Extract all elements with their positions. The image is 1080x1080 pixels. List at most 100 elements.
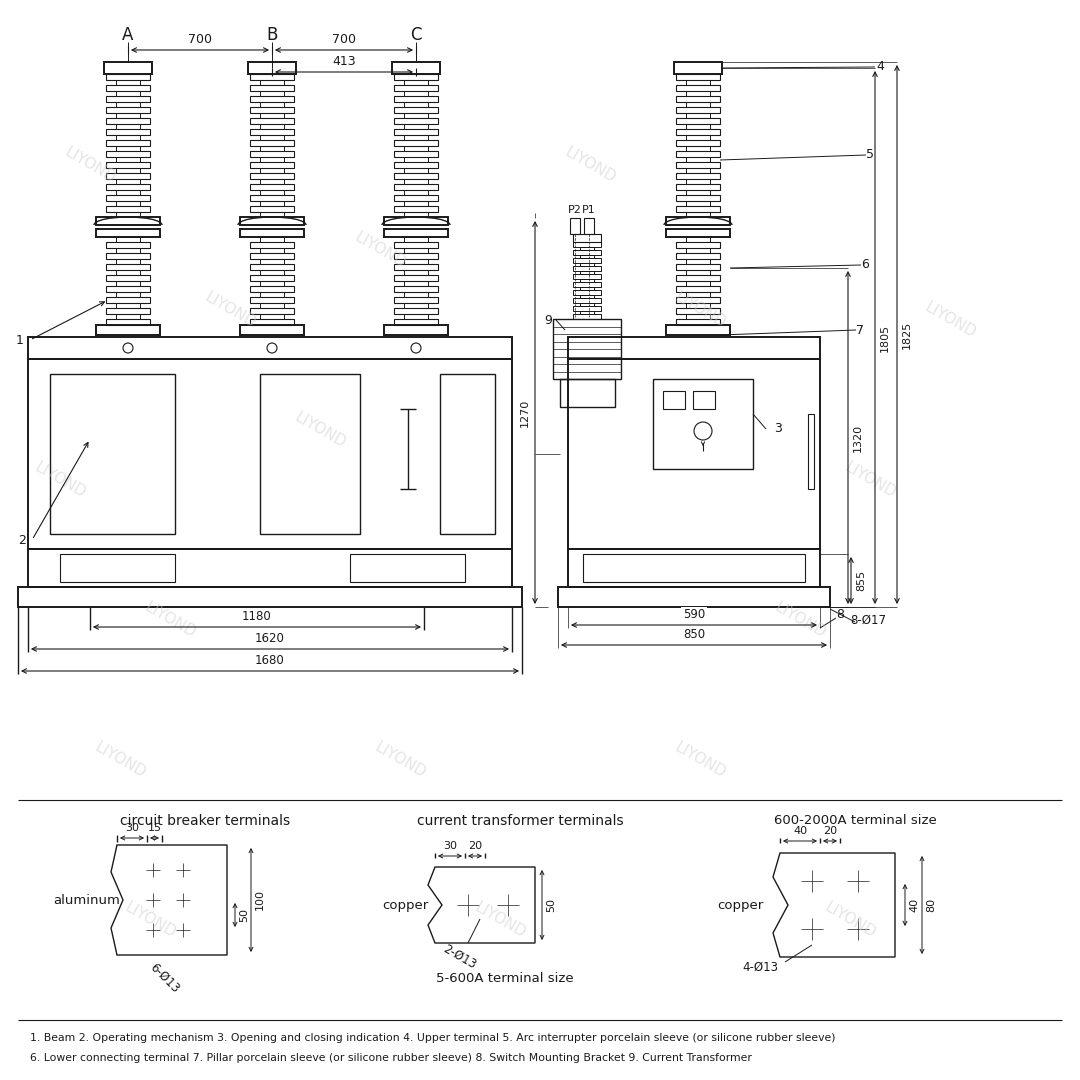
Bar xyxy=(260,80,284,85)
Bar xyxy=(104,62,152,75)
Bar xyxy=(394,319,438,325)
Text: 40: 40 xyxy=(793,826,807,836)
Bar xyxy=(666,229,730,237)
Bar xyxy=(106,162,150,168)
Bar xyxy=(116,124,140,129)
Text: LIYOND: LIYOND xyxy=(31,459,89,501)
Text: LIYOND: LIYOND xyxy=(672,289,728,330)
Bar xyxy=(249,151,294,157)
Text: 1180: 1180 xyxy=(242,610,272,623)
Bar xyxy=(686,201,710,206)
Bar xyxy=(676,118,720,124)
Bar xyxy=(573,266,600,271)
Bar xyxy=(96,229,160,237)
Bar xyxy=(106,151,150,157)
Bar xyxy=(663,391,685,409)
Text: LIYOND: LIYOND xyxy=(372,740,428,781)
Bar xyxy=(686,102,710,107)
Bar xyxy=(404,179,428,184)
Bar xyxy=(404,102,428,107)
Bar xyxy=(404,146,428,151)
Bar xyxy=(404,270,428,275)
Bar xyxy=(394,75,438,80)
Bar xyxy=(573,249,600,255)
Bar xyxy=(573,258,600,264)
Bar xyxy=(686,270,710,275)
Text: 700: 700 xyxy=(332,33,356,46)
Text: 1. Beam 2. Operating mechanism 3. Opening and closing indication 4. Upper termin: 1. Beam 2. Operating mechanism 3. Openin… xyxy=(30,1032,836,1043)
Bar xyxy=(260,314,284,319)
Bar xyxy=(584,218,594,234)
Bar xyxy=(249,206,294,212)
Text: 850: 850 xyxy=(683,627,705,642)
Text: LIYOND: LIYOND xyxy=(472,900,528,941)
Polygon shape xyxy=(773,853,895,957)
Text: 6: 6 xyxy=(861,258,869,271)
Bar xyxy=(394,242,438,248)
Text: C: C xyxy=(410,26,422,44)
Text: LIYOND: LIYOND xyxy=(562,145,618,186)
Bar xyxy=(686,179,710,184)
Bar xyxy=(653,379,753,469)
Bar xyxy=(404,303,428,308)
Text: LIYOND: LIYOND xyxy=(352,229,408,271)
Text: 40: 40 xyxy=(909,897,919,913)
Bar xyxy=(580,287,594,291)
Bar xyxy=(28,337,512,359)
Bar xyxy=(440,374,495,534)
Bar xyxy=(808,414,814,489)
Bar xyxy=(573,291,600,295)
Bar xyxy=(106,184,150,190)
Bar xyxy=(116,157,140,162)
Bar xyxy=(260,281,284,286)
Text: P2: P2 xyxy=(568,205,582,215)
Bar xyxy=(116,113,140,118)
Bar xyxy=(260,292,284,297)
Bar xyxy=(28,359,512,549)
Bar xyxy=(116,237,140,242)
Bar xyxy=(260,146,284,151)
Bar xyxy=(116,270,140,275)
Bar xyxy=(116,135,140,140)
Bar xyxy=(686,91,710,96)
Bar xyxy=(676,162,720,168)
Bar xyxy=(583,554,805,582)
Text: LIYOND: LIYOND xyxy=(62,145,118,186)
Bar xyxy=(260,259,284,264)
Bar xyxy=(404,212,428,217)
Bar xyxy=(116,146,140,151)
Bar xyxy=(394,107,438,113)
Bar xyxy=(676,75,720,80)
Circle shape xyxy=(146,923,160,937)
Bar xyxy=(686,303,710,308)
Bar xyxy=(106,275,150,281)
Bar xyxy=(686,146,710,151)
Bar xyxy=(404,91,428,96)
Bar xyxy=(106,253,150,259)
Bar xyxy=(676,297,720,303)
Text: LIYOND: LIYOND xyxy=(202,289,258,330)
Text: LIYOND: LIYOND xyxy=(122,900,178,941)
Bar xyxy=(394,129,438,135)
Bar xyxy=(686,168,710,173)
Bar xyxy=(580,247,594,249)
Bar xyxy=(580,311,594,314)
Bar xyxy=(96,325,160,335)
Text: 600-2000A terminal size: 600-2000A terminal size xyxy=(773,814,936,827)
Circle shape xyxy=(847,918,869,940)
Text: 1320: 1320 xyxy=(853,423,863,451)
Bar xyxy=(676,129,720,135)
Bar xyxy=(249,242,294,248)
Bar xyxy=(106,286,150,292)
Bar xyxy=(249,184,294,190)
Bar xyxy=(248,62,296,75)
Bar xyxy=(394,184,438,190)
Bar xyxy=(106,319,150,325)
Bar xyxy=(666,325,730,335)
Bar xyxy=(394,96,438,102)
Bar xyxy=(116,102,140,107)
Bar xyxy=(260,157,284,162)
Text: 30: 30 xyxy=(443,841,457,851)
Bar xyxy=(676,253,720,259)
Bar xyxy=(674,62,723,75)
